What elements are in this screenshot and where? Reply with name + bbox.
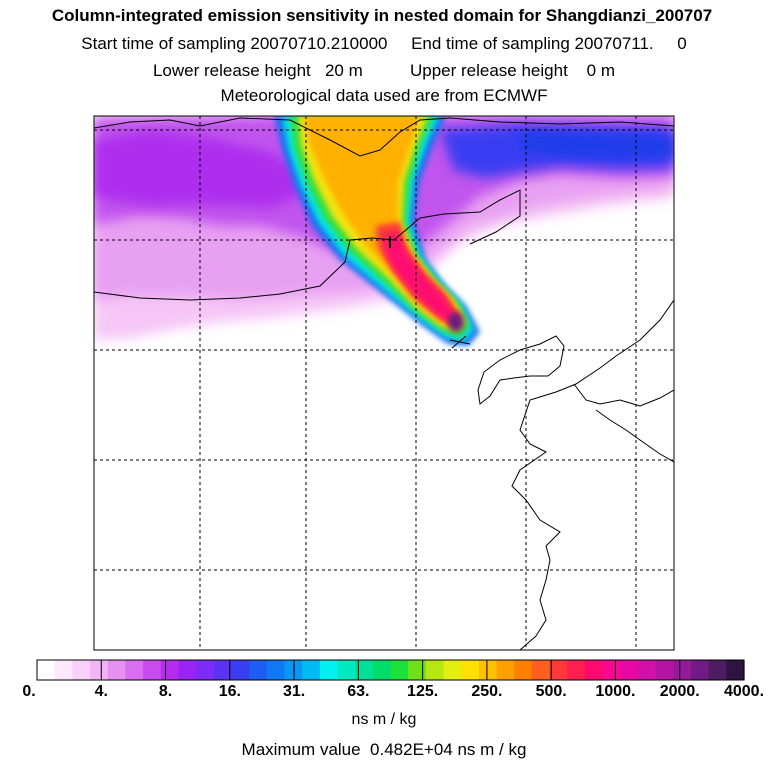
colorbar-cell: [443, 660, 462, 680]
violet-region-west: [94, 130, 300, 208]
colorbar-cell: [708, 660, 727, 680]
colorbar-dividers: [100, 660, 681, 680]
colorbar-cell: [637, 660, 657, 680]
borders-coastlines: [94, 117, 674, 650]
colorbar-cell: [673, 660, 692, 680]
dark-blue-region-east: [520, 132, 674, 158]
colorbar-tick-label: 4000.: [723, 683, 765, 700]
colorbar-cell: [531, 660, 551, 680]
colorbar-cell: [514, 660, 533, 680]
colorbar-tick-label: 31.: [282, 683, 306, 700]
colorbar-cell: [125, 660, 144, 680]
colorbar-cell: [655, 660, 674, 680]
colorbar-cell: [266, 660, 286, 680]
colorbar-cell: [72, 660, 91, 680]
colorbar-cell: [496, 660, 515, 680]
colorbar-cell: [549, 660, 568, 680]
colorbar-cell: [143, 660, 162, 680]
plume-max-core: [448, 312, 464, 332]
colorbar-cell: [372, 660, 392, 680]
sensitivity-field: [94, 116, 674, 346]
maximum-value-label: Maximum value 0.482E+04 ns m / kg: [241, 740, 527, 759]
colorbar-cell: [337, 660, 356, 680]
release-height-line: Lower release height 20 m Upper release …: [152, 61, 616, 80]
colorbar-tick-label: 4.: [94, 683, 108, 700]
colorbar-cell: [726, 660, 745, 680]
lat-lon-grid: [94, 116, 674, 650]
colorbar-cell: [196, 660, 215, 680]
receptor-marker: [389, 236, 471, 349]
colorbar-cell: [461, 660, 480, 680]
colorbar-cell: [584, 660, 604, 680]
colorbar-cell: [355, 660, 374, 680]
colorbar-tick-label: 2000.: [659, 683, 700, 700]
colorbar-cell: [160, 660, 180, 680]
colorbar-cell: [231, 660, 250, 680]
colorbar-tick-label: 125.: [407, 683, 439, 700]
colorbar-tick-label: 0.: [22, 683, 36, 700]
colorbar-tick-label: 8.: [158, 683, 173, 700]
colorbar-cell: [478, 660, 498, 680]
colorbar-cell: [690, 660, 710, 680]
national-border-north: [94, 117, 674, 157]
colorbar-cells: [37, 660, 745, 680]
colorbar-cell: [390, 660, 409, 680]
colorbar-cell: [37, 660, 56, 680]
colorbar-tick-label: 16.: [218, 683, 241, 700]
colorbar-cell: [319, 660, 339, 680]
colorbar-cell: [213, 660, 233, 680]
colorbar-cell: [178, 660, 197, 680]
colorbar-tick-label: 63.: [347, 683, 370, 700]
colorbar-cell: [620, 660, 639, 680]
peninsula-coast: [573, 383, 674, 407]
colorbar-tick-label: 250.: [471, 683, 503, 700]
coastline-east: [511, 299, 674, 650]
colorbar-cell: [602, 660, 621, 680]
colorbar-cell: [54, 660, 73, 680]
colorbar-cell: [107, 660, 126, 680]
coastline-south: [595, 409, 674, 463]
map-title: Column-integrated emission sensitivity i…: [51, 6, 713, 25]
meteorological-data-line: Meteorological data used are from ECMWF: [220, 86, 548, 105]
colorbar-cell: [425, 660, 445, 680]
colorbar-cell: [249, 660, 268, 680]
colorbar-cell: [90, 660, 109, 680]
colorbar-cell: [408, 660, 427, 680]
colorbar-cell: [302, 660, 321, 680]
colorbar-cell: [567, 660, 586, 680]
colorbar-units: ns m / kg: [351, 711, 417, 728]
colorbar-tick-label: 500.: [535, 683, 567, 700]
plume-pink-core: [384, 232, 456, 322]
colorbar-tick-label: 1000.: [595, 683, 636, 700]
sampling-time-line: Start time of sampling 20070710.210000 E…: [81, 34, 687, 53]
coastline-bay: [477, 335, 565, 405]
national-border-central: [94, 189, 521, 301]
